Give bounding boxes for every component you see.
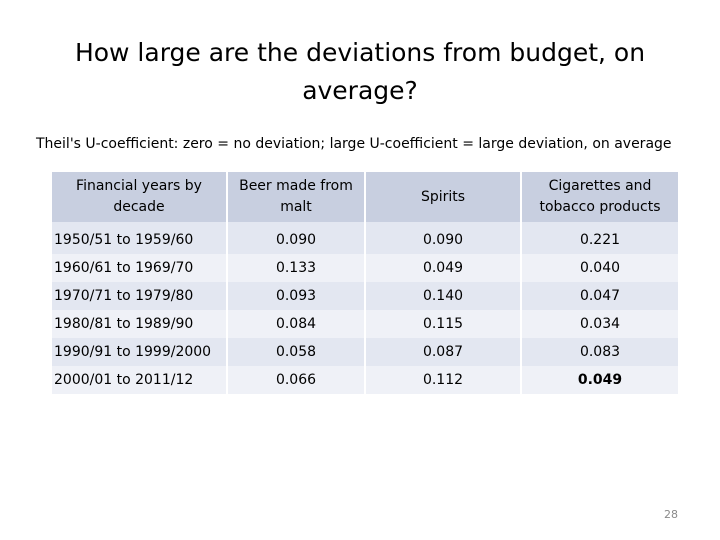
header-cigarettes: Cigarettes and tobacco products: [521, 172, 678, 222]
slide-subtitle: Theil's U-coefficient: zero = no deviati…: [36, 136, 672, 152]
row-label: 1980/81 to 1989/90: [52, 310, 228, 338]
cell-beer: 0.133: [227, 254, 366, 282]
cell-beer: 0.058: [227, 338, 366, 366]
cell-spirits: 0.140: [365, 282, 522, 310]
row-label: 2000/01 to 2011/12: [52, 366, 228, 394]
header-beer: Beer made from malt: [227, 172, 366, 222]
row-label: 1970/71 to 1979/80: [52, 282, 228, 310]
deviation-table: Financial years by decade Beer made from…: [52, 172, 678, 394]
row-label: 1950/51 to 1959/60: [52, 222, 228, 254]
table-row: 1950/51 to 1959/60 0.090 0.090 0.221: [52, 222, 678, 254]
cell-spirits: 0.090: [365, 222, 522, 254]
cell-spirits: 0.049: [365, 254, 522, 282]
header-spirits: Spirits: [365, 172, 522, 222]
row-label: 1960/61 to 1969/70: [52, 254, 228, 282]
cell-cigarettes: 0.221: [521, 222, 678, 254]
cell-cigarettes: 0.083: [521, 338, 678, 366]
cell-beer: 0.066: [227, 366, 366, 394]
cell-cigarettes: 0.034: [521, 310, 678, 338]
table-row: 1980/81 to 1989/90 0.084 0.115 0.034: [52, 310, 678, 338]
page-number: 28: [664, 508, 678, 521]
table-row: 1960/61 to 1969/70 0.133 0.049 0.040: [52, 254, 678, 282]
slide-title: How large are the deviations from budget…: [74, 38, 646, 105]
table-row: 1990/91 to 1999/2000 0.058 0.087 0.083: [52, 338, 678, 366]
cell-cigarettes: 0.040: [521, 254, 678, 282]
header-financial-years: Financial years by decade: [52, 172, 228, 222]
cell-spirits: 0.087: [365, 338, 522, 366]
cell-spirits: 0.112: [365, 366, 522, 394]
cell-beer: 0.084: [227, 310, 366, 338]
table-row: 1970/71 to 1979/80 0.093 0.140 0.047: [52, 282, 678, 310]
row-label: 1990/91 to 1999/2000: [52, 338, 228, 366]
cell-beer: 0.093: [227, 282, 366, 310]
cell-spirits: 0.115: [365, 310, 522, 338]
table-row: 2000/01 to 2011/12 0.066 0.112 0.049: [52, 366, 678, 394]
cell-cigarettes: 0.049: [521, 366, 678, 394]
cell-beer: 0.090: [227, 222, 366, 254]
table-header-row: Financial years by decade Beer made from…: [52, 172, 678, 222]
cell-cigarettes: 0.047: [521, 282, 678, 310]
